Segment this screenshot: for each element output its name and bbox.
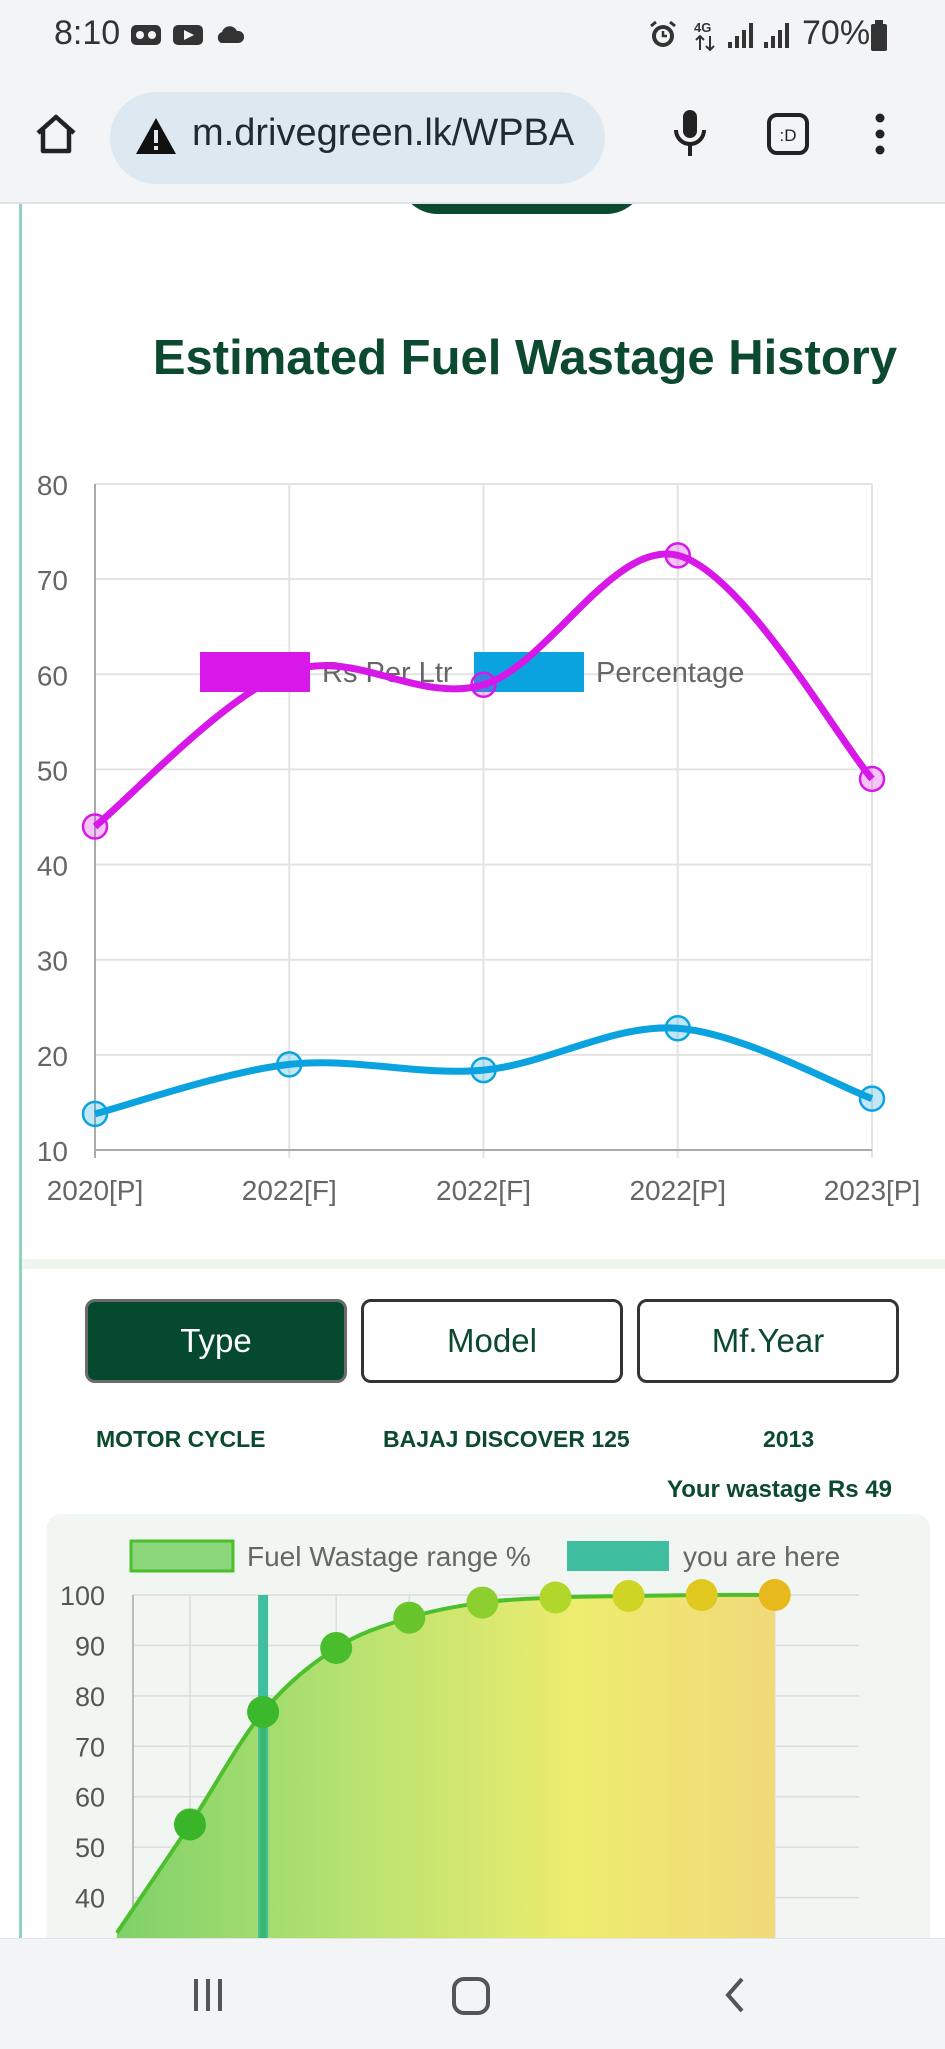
data-point (858, 765, 886, 793)
svg-text:4G: 4G (694, 20, 711, 35)
wastage-note: Your wastage Rs 49 (667, 1476, 892, 1503)
data-point (685, 1579, 718, 1611)
y-tick-label: 100 (60, 1581, 105, 1611)
home-nav-icon[interactable] (450, 1975, 492, 2017)
legend-swatch (129, 1539, 235, 1573)
y-tick-label: 60 (37, 660, 68, 691)
data-point (470, 671, 497, 699)
submit-button[interactable] (398, 204, 646, 214)
section-divider (22, 1259, 945, 1269)
url-bar[interactable]: m.drivegreen.lk/WPBA (110, 92, 605, 184)
x-tick-label: 2022[P] (629, 1175, 726, 1206)
data-point (247, 1695, 280, 1728)
data-point (858, 1085, 886, 1112)
battery-icon (871, 20, 887, 51)
model-value: BAJAJ DISCOVER 125 (383, 1426, 630, 1452)
year-button[interactable]: Mf.Year (637, 1299, 899, 1383)
data-point (276, 1051, 303, 1078)
signal-icon (728, 23, 753, 48)
data-point (466, 1586, 499, 1619)
year-value: 2013 (763, 1426, 815, 1452)
cloud-icon (217, 26, 245, 43)
x-tick-label: 2023[P] (824, 1175, 921, 1206)
y-tick-label: 30 (37, 946, 68, 977)
legend-label: Percentage (596, 657, 744, 689)
warning-icon[interactable] (134, 116, 178, 156)
type-button[interactable]: Type (85, 1299, 347, 1383)
data-point (470, 1056, 497, 1084)
model-button[interactable]: Model (361, 1299, 623, 1383)
recent-apps-icon[interactable] (188, 1975, 228, 2015)
y-tick-label: 40 (37, 851, 68, 882)
y-tick-label: 70 (75, 1732, 105, 1762)
y-tick-label: 20 (37, 1041, 68, 1072)
voicemail-icon (131, 25, 161, 45)
type-value: MOTOR CYCLE (96, 1426, 266, 1452)
area-fill (116, 1594, 775, 1938)
more-vert-icon[interactable] (870, 112, 890, 156)
data-point (393, 1601, 426, 1634)
chart-title: Estimated Fuel Wastage History (152, 331, 898, 385)
svg-text::D: :D (780, 126, 797, 145)
youtube-icon (173, 25, 203, 45)
alarm-icon (650, 20, 676, 47)
data-point (81, 813, 109, 840)
data-point (81, 1100, 109, 1128)
mic-icon[interactable] (672, 108, 708, 162)
data-point (276, 658, 303, 685)
y-tick-label: 90 (75, 1631, 105, 1661)
data-point (664, 542, 691, 569)
page-content: Estimated Fuel Wastage History 80 70 60 50 4… (0, 204, 945, 1938)
y-tick-label: 50 (37, 755, 68, 786)
status-time: 8:10 (54, 14, 121, 52)
home-icon[interactable] (34, 112, 78, 156)
x-tick-label: 2022[F] (242, 1175, 337, 1206)
tab-switcher-icon[interactable]: :D (766, 112, 810, 156)
x-tick-label: 2022[F] (436, 1175, 531, 1206)
legend-label: Fuel Wastage range % (247, 1541, 531, 1572)
series-line (94, 1024, 874, 1118)
url-text: m.drivegreen.lk/WPBA (192, 112, 575, 154)
back-icon[interactable] (720, 1975, 750, 2015)
data-point (539, 1581, 572, 1614)
battery-percentage: 70% (802, 14, 871, 52)
y-tick-label: 10 (37, 1136, 68, 1167)
fuel-wastage-history-chart: 80 70 60 50 40 30 20 10 2020[P] 2022[F] 2022[F] 202… (37, 470, 921, 1206)
left-border (19, 204, 22, 1938)
x-tick-label: 2020[P] (47, 1175, 144, 1206)
4g-icon: 4G (694, 20, 715, 52)
legend-label: you are here (683, 1541, 840, 1572)
data-point (612, 1580, 645, 1613)
fuel-wastage-range-chart: 100 90 80 70 60 50 40 Fuel Wastage range % you a… (60, 1539, 859, 1938)
y-tick-label: 60 (75, 1783, 105, 1813)
legend-swatch (567, 1541, 669, 1571)
data-point (174, 1808, 206, 1841)
data-point (664, 1014, 691, 1042)
marker-highlight (260, 1711, 267, 1938)
status-bar: 8:10 4G 70% (0, 0, 945, 72)
signal-icon (764, 23, 789, 48)
y-tick-label: 70 (37, 565, 68, 596)
data-point (758, 1579, 791, 1611)
y-tick-label: 80 (75, 1682, 105, 1712)
data-point (320, 1631, 353, 1664)
y-tick-label: 80 (37, 470, 68, 501)
system-nav-bar (0, 1938, 945, 2049)
y-tick-label: 40 (75, 1884, 105, 1914)
y-tick-label: 50 (75, 1833, 105, 1863)
